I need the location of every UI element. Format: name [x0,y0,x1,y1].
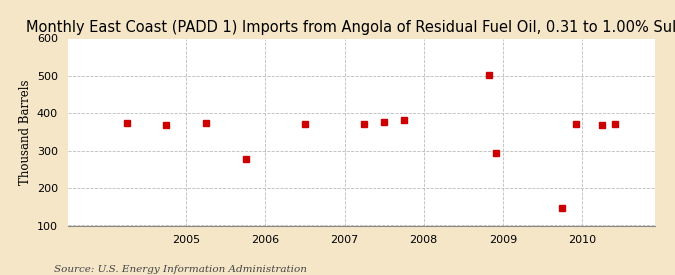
Title: Monthly East Coast (PADD 1) Imports from Angola of Residual Fuel Oil, 0.31 to 1.: Monthly East Coast (PADD 1) Imports from… [26,20,675,35]
Text: Source: U.S. Energy Information Administration: Source: U.S. Energy Information Administ… [54,265,307,274]
Y-axis label: Thousand Barrels: Thousand Barrels [20,79,32,185]
